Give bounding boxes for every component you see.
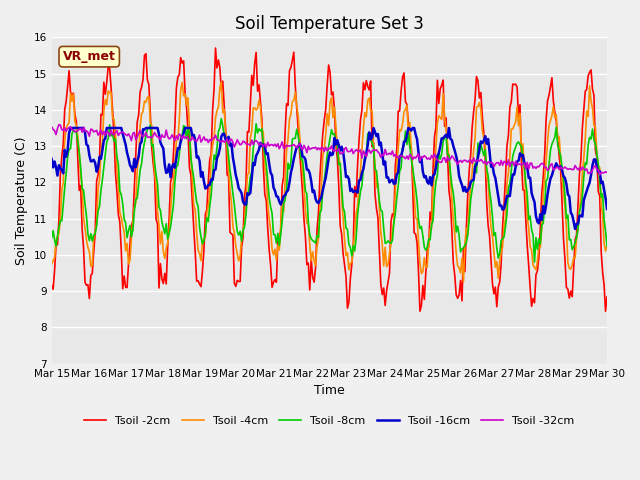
Tsoil -4cm	[602, 248, 609, 254]
Tsoil -4cm	[603, 243, 611, 249]
Tsoil -4cm	[84, 245, 92, 251]
Tsoil -16cm	[602, 195, 609, 201]
Tsoil -2cm	[603, 294, 611, 300]
Line: Tsoil -16cm: Tsoil -16cm	[52, 128, 607, 229]
Tsoil -8cm	[335, 162, 342, 168]
Tsoil -2cm	[602, 308, 609, 314]
Tsoil -8cm	[67, 146, 74, 152]
X-axis label: Time: Time	[314, 384, 345, 397]
Tsoil -16cm	[335, 142, 342, 148]
Tsoil -8cm	[445, 152, 452, 158]
Tsoil -16cm	[68, 125, 76, 131]
Tsoil -2cm	[335, 183, 342, 189]
Tsoil -8cm	[602, 228, 609, 234]
Tsoil -2cm	[84, 282, 92, 288]
Tsoil -16cm	[528, 190, 536, 196]
Tsoil -4cm	[335, 155, 342, 160]
Tsoil -32cm	[528, 160, 536, 166]
Tsoil -16cm	[445, 125, 452, 131]
Tsoil -4cm	[218, 79, 225, 85]
Tsoil -2cm	[48, 283, 56, 288]
Tsoil -32cm	[335, 146, 342, 152]
Tsoil -8cm	[218, 116, 225, 121]
Tsoil -8cm	[531, 259, 538, 265]
Tsoil -8cm	[84, 231, 92, 237]
Tsoil -16cm	[572, 226, 579, 232]
Tsoil -2cm	[212, 45, 220, 51]
Tsoil -16cm	[48, 156, 56, 162]
Tsoil -2cm	[416, 308, 424, 314]
Tsoil -32cm	[602, 169, 609, 175]
Tsoil -32cm	[596, 172, 604, 178]
Tsoil -4cm	[460, 279, 467, 285]
Y-axis label: Soil Temperature (C): Soil Temperature (C)	[15, 136, 28, 265]
Text: VR_met: VR_met	[63, 50, 116, 63]
Tsoil -16cm	[67, 125, 74, 131]
Tsoil -32cm	[68, 127, 76, 132]
Line: Tsoil -2cm: Tsoil -2cm	[52, 48, 607, 311]
Tsoil -32cm	[48, 124, 56, 130]
Tsoil -2cm	[447, 199, 454, 204]
Tsoil -16cm	[86, 153, 93, 158]
Tsoil -2cm	[67, 89, 74, 95]
Line: Tsoil -4cm: Tsoil -4cm	[52, 82, 607, 282]
Legend: Tsoil -2cm, Tsoil -4cm, Tsoil -8cm, Tsoil -16cm, Tsoil -32cm: Tsoil -2cm, Tsoil -4cm, Tsoil -8cm, Tsoi…	[80, 412, 579, 431]
Line: Tsoil -32cm: Tsoil -32cm	[52, 125, 607, 175]
Tsoil -32cm	[55, 122, 63, 128]
Tsoil -4cm	[529, 262, 537, 268]
Tsoil -8cm	[603, 243, 611, 249]
Title: Soil Temperature Set 3: Soil Temperature Set 3	[235, 15, 424, 33]
Tsoil -4cm	[67, 90, 74, 96]
Tsoil -32cm	[603, 169, 611, 175]
Tsoil -4cm	[445, 155, 452, 160]
Tsoil -8cm	[528, 227, 536, 233]
Tsoil -16cm	[603, 206, 611, 212]
Tsoil -32cm	[445, 157, 452, 163]
Tsoil -8cm	[48, 235, 56, 241]
Tsoil -4cm	[48, 261, 56, 267]
Line: Tsoil -8cm: Tsoil -8cm	[52, 119, 607, 262]
Tsoil -2cm	[529, 296, 537, 301]
Tsoil -32cm	[86, 133, 93, 139]
